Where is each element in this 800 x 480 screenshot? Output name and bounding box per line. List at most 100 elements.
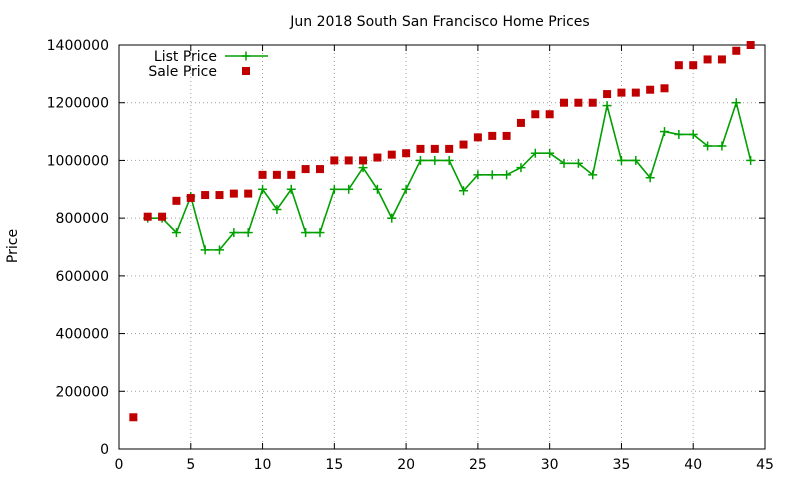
x-tick-label: 35	[613, 457, 631, 473]
sale-price-point	[129, 413, 138, 422]
legend-label-list-price: List Price	[154, 49, 217, 65]
x-tick-label: 10	[254, 457, 272, 473]
sale-price-point	[359, 156, 368, 165]
sale-price-point	[287, 170, 296, 179]
sale-price-point	[143, 212, 152, 221]
sale-price-point	[315, 165, 324, 174]
series-layer	[129, 41, 756, 422]
list-price-point	[573, 158, 583, 168]
list-price-point	[516, 163, 526, 173]
list-price-point	[746, 155, 756, 165]
sale-price-point	[301, 165, 310, 174]
sale-price-point	[215, 191, 224, 200]
x-tick-label: 25	[469, 457, 487, 473]
sale-price-point	[488, 131, 497, 140]
list-price-point	[688, 129, 698, 139]
sale-price-point	[746, 41, 755, 49]
list-price-point	[171, 228, 181, 238]
legend-marker-list-price	[241, 51, 251, 61]
list-price-point	[286, 184, 296, 194]
x-tick-label: 0	[115, 457, 124, 473]
sale-price-point	[674, 61, 683, 70]
list-price-point	[200, 245, 210, 255]
y-tick-label: 600000	[56, 269, 109, 285]
y-tick-label: 400000	[56, 327, 109, 343]
sale-price-point	[703, 55, 712, 64]
list-price-point	[545, 148, 555, 158]
sale-price-point	[574, 98, 583, 107]
sale-price-point	[244, 189, 253, 198]
sale-price-point	[459, 140, 468, 149]
list-price-point	[530, 148, 540, 158]
list-price-point	[473, 170, 483, 180]
list-price-point	[602, 101, 612, 111]
list-price-point	[387, 213, 397, 223]
list-price-point	[415, 155, 425, 165]
list-price-point	[674, 129, 684, 139]
x-tick-label: 5	[186, 457, 195, 473]
list-price-point	[258, 184, 268, 194]
sale-price-point	[272, 170, 281, 179]
list-price-point	[616, 155, 626, 165]
sale-price-point	[660, 84, 669, 93]
list-price-point	[588, 170, 598, 180]
legend: List Price Sale Price	[148, 49, 268, 80]
sale-price-point	[387, 150, 396, 159]
series-list-price	[143, 98, 756, 255]
y-tick-label: 1400000	[47, 38, 109, 54]
legend-label-sale-price: Sale Price	[148, 64, 217, 80]
legend-marker-sale-price	[242, 67, 250, 75]
list-price-point	[214, 245, 224, 255]
legend-sample-sale-price	[242, 67, 250, 75]
sale-price-point	[416, 144, 425, 153]
list-price-point	[430, 155, 440, 165]
grid-lines	[119, 45, 765, 449]
sale-price-point	[603, 90, 612, 99]
sale-price-point	[588, 98, 597, 107]
y-tick-label: 800000	[56, 211, 109, 227]
sale-price-point	[689, 61, 698, 70]
sale-price-point	[402, 149, 411, 158]
list-price-point	[660, 127, 670, 137]
list-price-point	[645, 173, 655, 183]
y-tick-label: 1000000	[47, 153, 109, 169]
list-price-point	[703, 141, 713, 151]
list-price-point	[329, 184, 339, 194]
sale-price-point	[344, 156, 353, 165]
sale-price-point	[158, 212, 167, 221]
axis-ticks: 0 5 10 15 20 25 30 35 40 45 0 200000 400000 600000 800…	[47, 38, 774, 473]
list-price-point	[243, 228, 253, 238]
sale-price-point	[545, 110, 554, 119]
list-price-point	[229, 228, 239, 238]
sale-price-point	[631, 88, 640, 97]
series-sale-price	[129, 41, 755, 422]
sale-price-point	[502, 131, 511, 140]
list-price-point	[301, 228, 311, 238]
x-tick-label: 30	[541, 457, 559, 473]
plot-frame	[118, 44, 766, 450]
chart-title: Jun 2018 South San Francisco Home Prices	[289, 14, 589, 30]
y-tick-label: 0	[100, 442, 109, 458]
sale-price-point	[516, 118, 525, 127]
list-price-point	[358, 163, 368, 173]
sale-price-point	[531, 110, 540, 119]
list-price-point	[372, 184, 382, 194]
x-tick-label: 45	[756, 457, 774, 473]
sale-price-point	[617, 88, 626, 97]
sale-price-point	[172, 196, 181, 205]
legend-sample-list-price	[225, 51, 268, 61]
list-price-point	[717, 141, 727, 151]
sale-price-point	[430, 144, 439, 153]
list-price-point	[315, 228, 325, 238]
list-price-point	[272, 204, 282, 214]
list-price-point	[559, 158, 569, 168]
sale-price-point	[373, 153, 382, 162]
y-axis-label: Price	[5, 229, 21, 263]
y-tick-label: 1200000	[47, 96, 109, 112]
list-price-point	[487, 170, 497, 180]
sale-price-point	[732, 46, 741, 55]
x-tick-label: 40	[684, 457, 702, 473]
x-tick-label: 20	[397, 457, 415, 473]
list-price-point	[502, 170, 512, 180]
